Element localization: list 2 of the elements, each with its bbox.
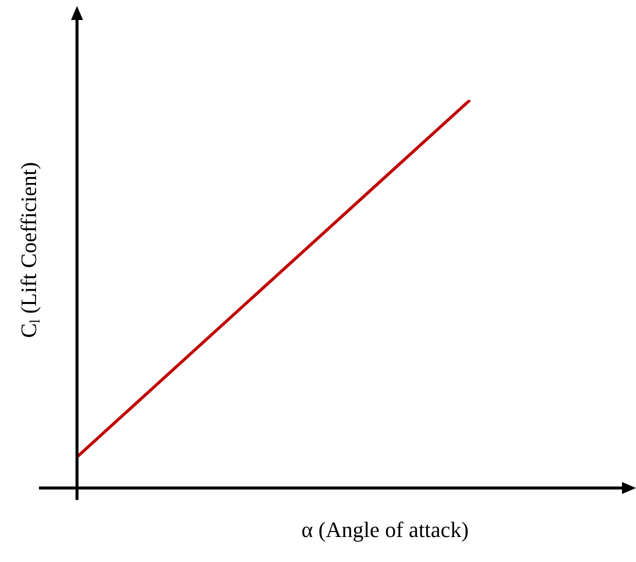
x-axis-title: α (Angle of attack)	[301, 516, 469, 542]
y-axis-title: Cl (Lift Coefficient)	[16, 162, 44, 338]
